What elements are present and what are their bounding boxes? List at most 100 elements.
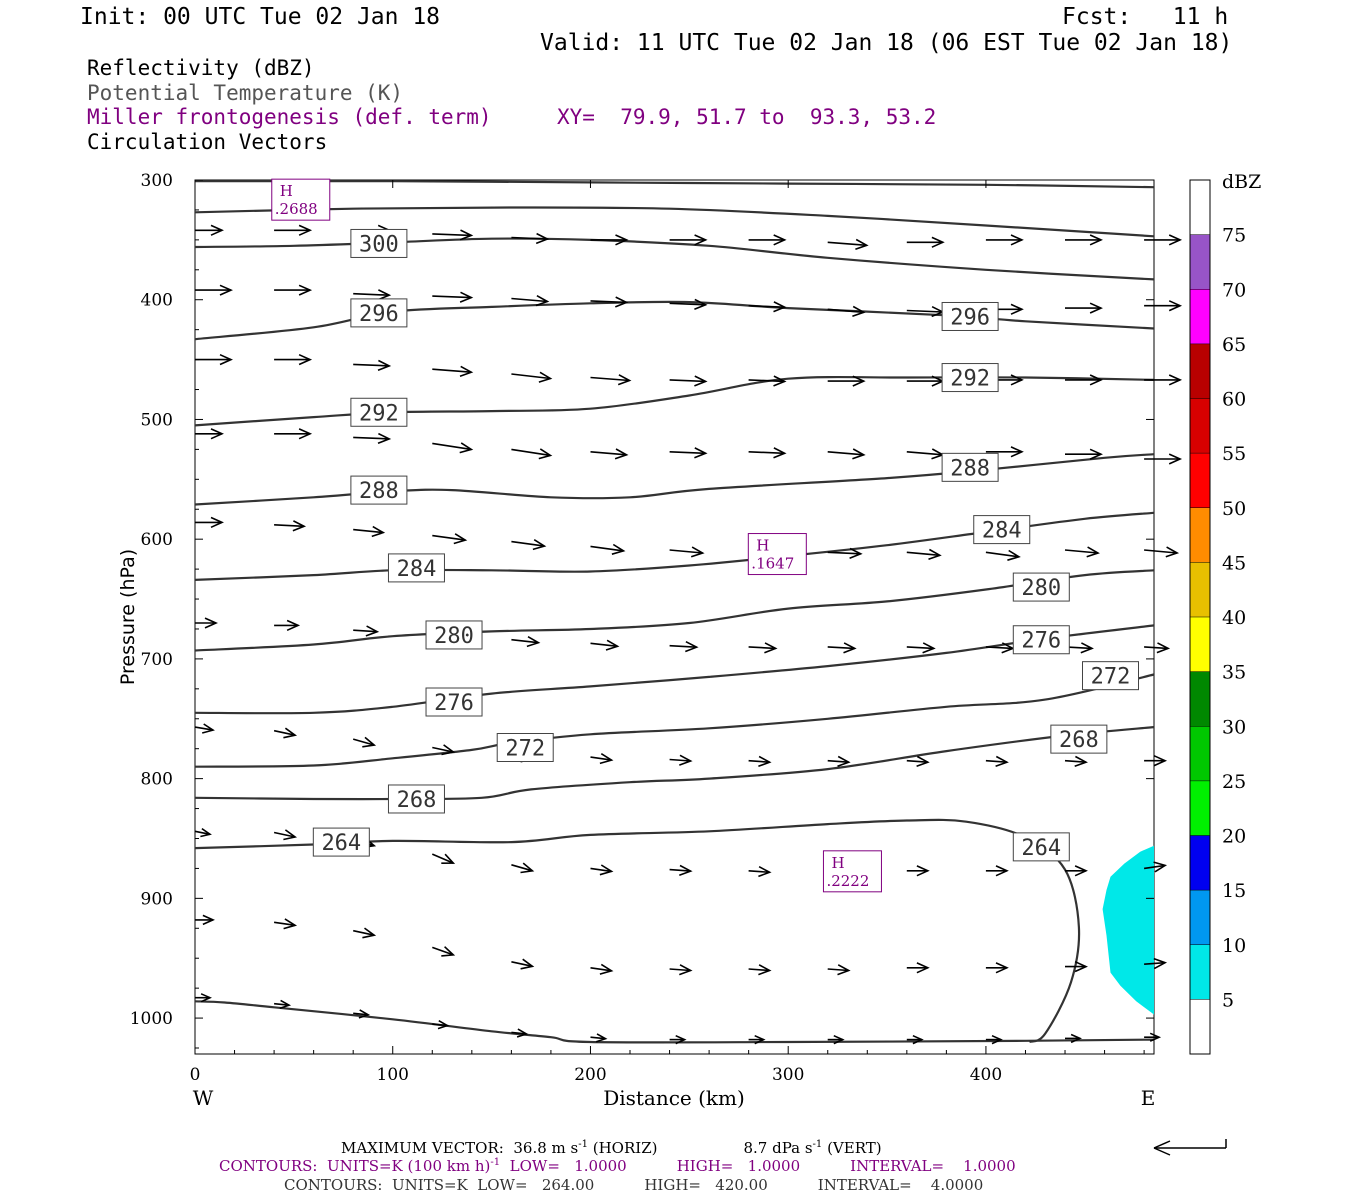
circulation-vector [273,918,298,930]
vector-shaft [273,831,296,838]
vector-shaft [274,1002,290,1006]
vector-head-icon [773,234,787,246]
vector-head-icon [1165,546,1180,558]
circulation-vector [827,375,866,387]
vector-shaft [511,373,551,380]
label-box [425,687,483,717]
circulation-vector [669,375,708,387]
circulation-vector [273,829,298,841]
isentrope-label: 296 [950,305,990,330]
theta-low: CONTOURS: UNITS=K LOW= 264.00 [284,1176,595,1194]
vector-head-icon [916,755,930,768]
high-mark: H [756,537,769,555]
circulation-vector [353,927,377,939]
vector-head-icon [995,865,1009,877]
label-box [941,301,999,331]
vector-shaft [590,642,618,648]
circulation-vector [748,1034,766,1045]
max-vector-vert-exp: -1 [812,1139,823,1150]
theta-field-label: Potential Temperature (K) [87,81,404,105]
circulation-vector [906,548,942,560]
colorbar-band [1190,780,1210,836]
circulation-vector [195,617,218,629]
vector-head-icon [1153,957,1168,970]
y-tick-label: 1000 [130,1009,173,1029]
circulation-vector [1144,642,1171,654]
colorbar: 5 10 15 20 25 30 35 40 45 50 55 60 65 70 75 [1189,179,1246,1055]
circulation-vector [827,1034,845,1045]
colorbar-band [1190,999,1210,1054]
vector-shaft [590,967,612,972]
vector-head-icon [833,1034,845,1045]
vector-shaft [511,864,533,872]
circulation-vector [511,1028,529,1038]
vector-shaft [669,549,703,554]
isentrope-label: 280 [434,624,474,649]
vector-head-icon [358,1009,371,1019]
colorbar-band [1190,617,1210,672]
vector-head-icon [283,727,298,739]
vector-shaft [1064,549,1099,554]
vector-shaft [669,644,697,648]
vector-head-icon [617,374,632,386]
circulation-vector [353,1009,371,1019]
circulation-vector [985,1034,1003,1045]
vector-shaft [432,368,472,373]
circulation-vector [432,744,456,756]
east-label: E [1141,1086,1156,1110]
x-tick-label: 400 [970,1065,1002,1085]
vector-shaft [748,870,770,874]
vector-shaft [273,729,296,736]
circulation-vector [194,827,212,838]
circulation-vector [906,448,945,460]
circulation-vector [195,993,212,1003]
vector-shaft [511,1031,527,1035]
vector-shaft [432,233,472,237]
colorbar-label: 40 [1222,607,1246,629]
vector-head-icon [516,1028,529,1038]
colorbar-band [1190,507,1210,563]
isentrope-label: 280 [1021,576,1061,601]
vector-head-icon [773,447,787,459]
label-box [1012,572,1070,602]
circulation-vector [432,229,474,241]
vector-shaft [590,867,612,873]
vector-head-icon [377,359,392,372]
circulation-vector [1065,1033,1082,1044]
vector-head-icon [459,229,474,241]
vector-shaft [511,297,548,303]
circulation-vector [1143,861,1168,873]
circulation-vector [985,549,1021,561]
colorbar-unit-label: dBZ [1222,171,1261,193]
colorbar-label: 25 [1222,771,1246,793]
isentrope-label: 264 [1021,836,1061,861]
circulation-vector [1144,546,1180,558]
circulation-vector [827,642,857,654]
vector-head-icon [611,543,626,555]
circulation-vector [590,234,629,246]
vector-head-icon [849,547,863,559]
vector-head-icon [773,375,787,387]
x-tick-label: 0 [190,1065,201,1085]
vector-head-icon [441,853,456,864]
theta-high: HIGH= 420.00 [644,1176,768,1194]
circulation-vector [432,365,474,377]
vector-head-icon [1010,234,1024,246]
vector-shaft [353,363,390,367]
fronto-units-exp: -1 [490,1157,501,1168]
circulation-vector [195,428,224,440]
vector-shaft [1143,864,1166,870]
vector-head-icon [1074,960,1088,973]
vector-head-icon [1089,302,1103,314]
label-box [496,733,554,763]
label-box [941,363,999,393]
vector-head-icon [219,284,233,296]
label-box [387,553,445,583]
circulation-vector [353,625,380,637]
colorbar-label: 75 [1222,225,1246,247]
vector-head-icon [694,234,708,246]
circulation-vector [1144,234,1183,246]
circulation-vector [195,914,215,926]
theta-contour-info: CONTOURS: UNITS=K LOW= 264.00 HIGH= 420.0… [284,1176,983,1194]
